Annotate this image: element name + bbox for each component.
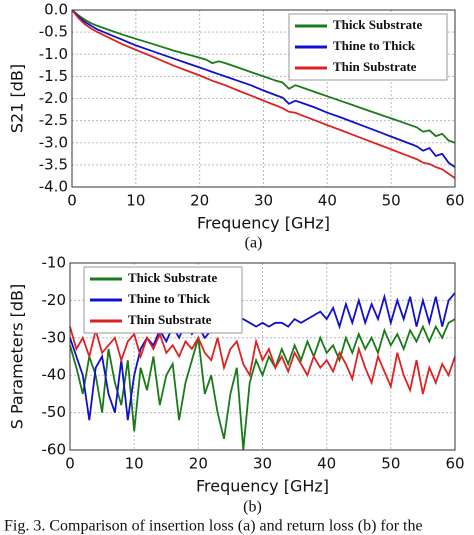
x-tick-label: 30 <box>254 192 273 210</box>
legend-label: Thin Substrate <box>333 59 417 74</box>
x-axis-label: Frequency [GHz] <box>197 214 330 233</box>
y-tick-label: -40 <box>42 366 67 384</box>
x-tick-label: 0 <box>65 455 75 473</box>
x-tick-label: 10 <box>126 192 145 210</box>
y-tick-label: -20 <box>42 291 67 309</box>
data-line <box>71 9 456 144</box>
y-tick-label: -2.5 <box>39 111 68 129</box>
caption: (a) <box>245 235 263 252</box>
y-tick-label: -1.5 <box>39 67 68 85</box>
y-tick-label: -3.5 <box>39 155 68 173</box>
y-tick-label: -60 <box>42 441 67 459</box>
legend-label: Thick Substrate <box>333 17 422 32</box>
x-tick-label: 50 <box>382 192 401 210</box>
y-axis-label: S Parameters [dB] <box>8 284 27 430</box>
y-tick-label: -3.0 <box>39 133 68 151</box>
x-tick-label: 20 <box>189 455 208 473</box>
y-axis-label: S21 [dB] <box>8 64 27 133</box>
y-tick-label: -4.0 <box>39 178 68 196</box>
plot-frame <box>71 9 456 188</box>
x-axis-label: Frequency [GHz] <box>196 477 329 496</box>
data-line <box>69 326 456 395</box>
x-tick-label: 40 <box>317 455 336 473</box>
legend-label: Thine to Thick <box>333 38 416 53</box>
legend: Thick Substrate Thine to Thick Thin Substr… <box>288 13 448 81</box>
data-line <box>69 292 456 421</box>
data-line <box>69 318 456 451</box>
x-tick-label: 20 <box>190 192 209 210</box>
legend-label: Thin Substrate <box>128 312 212 327</box>
y-tick-label: -2.0 <box>39 89 68 107</box>
legend: Thick Substrate Thine to Thick Thin Substr… <box>83 266 243 334</box>
figure-caption: Fig. 3. Comparison of insertion loss (a)… <box>4 518 423 535</box>
x-tick-label: 60 <box>445 455 464 473</box>
legend-label: Thine to Thick <box>128 291 211 306</box>
x-tick-label: 10 <box>125 455 144 473</box>
x-tick-label: 30 <box>253 455 272 473</box>
x-tick-label: 50 <box>381 455 400 473</box>
x-tick-label: 40 <box>318 192 337 210</box>
data-line <box>71 9 456 179</box>
y-tick-label: -1.0 <box>39 45 68 63</box>
y-tick-label: 0.0 <box>44 1 68 19</box>
caption: (b) <box>243 499 262 516</box>
plot-frame <box>69 262 456 451</box>
y-tick-label: -0.5 <box>39 23 68 41</box>
x-tick-label: 0 <box>67 192 77 210</box>
legend-label: Thick Substrate <box>128 270 217 285</box>
y-tick-label: -50 <box>42 403 67 421</box>
y-tick-label: -30 <box>42 328 67 346</box>
x-tick-label: 60 <box>445 192 464 210</box>
data-line <box>71 9 456 168</box>
y-tick-label: -10 <box>42 254 67 272</box>
